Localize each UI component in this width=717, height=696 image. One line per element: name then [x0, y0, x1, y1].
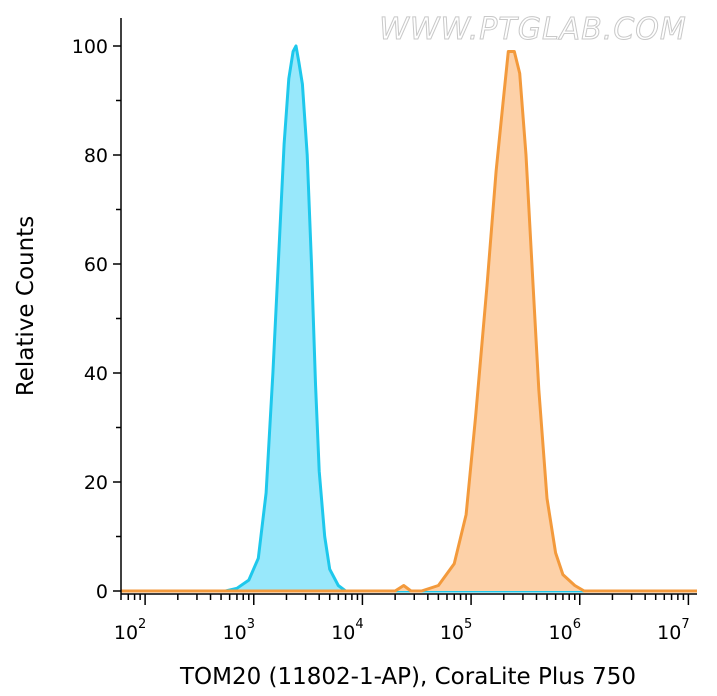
x-tick-label: 104	[331, 617, 363, 644]
x-tick-label: 106	[549, 617, 581, 644]
y-tick-label: 20	[84, 472, 108, 494]
y-axis-ticks: 0 20 40 60 80 100	[72, 36, 121, 603]
y-tick-label: 40	[84, 363, 108, 385]
plot-series	[121, 44, 697, 593]
x-tick-label: 107	[657, 617, 689, 644]
y-tick-label: 80	[84, 145, 108, 167]
y-tick-label: 100	[72, 36, 108, 58]
series-2-fill	[121, 51, 697, 591]
series-2-line	[121, 50, 697, 593]
watermark-text: WWW.PTGLAB.COM	[379, 12, 687, 47]
series-1-fill	[121, 46, 697, 591]
x-tick-label: 103	[223, 617, 255, 644]
x-tick-label: 102	[114, 617, 146, 644]
y-tick-label: 60	[84, 254, 108, 276]
series-1-line	[121, 44, 697, 593]
y-tick-label: 0	[96, 581, 108, 603]
x-tick-label: 105	[440, 617, 472, 644]
x-axis-ticks: 102 103 104 105 106 107	[114, 594, 690, 644]
x-axis-title: TOM20 (11802-1-AP), CoraLite Plus 750	[179, 664, 636, 690]
y-axis-title: Relative Counts	[13, 216, 39, 396]
